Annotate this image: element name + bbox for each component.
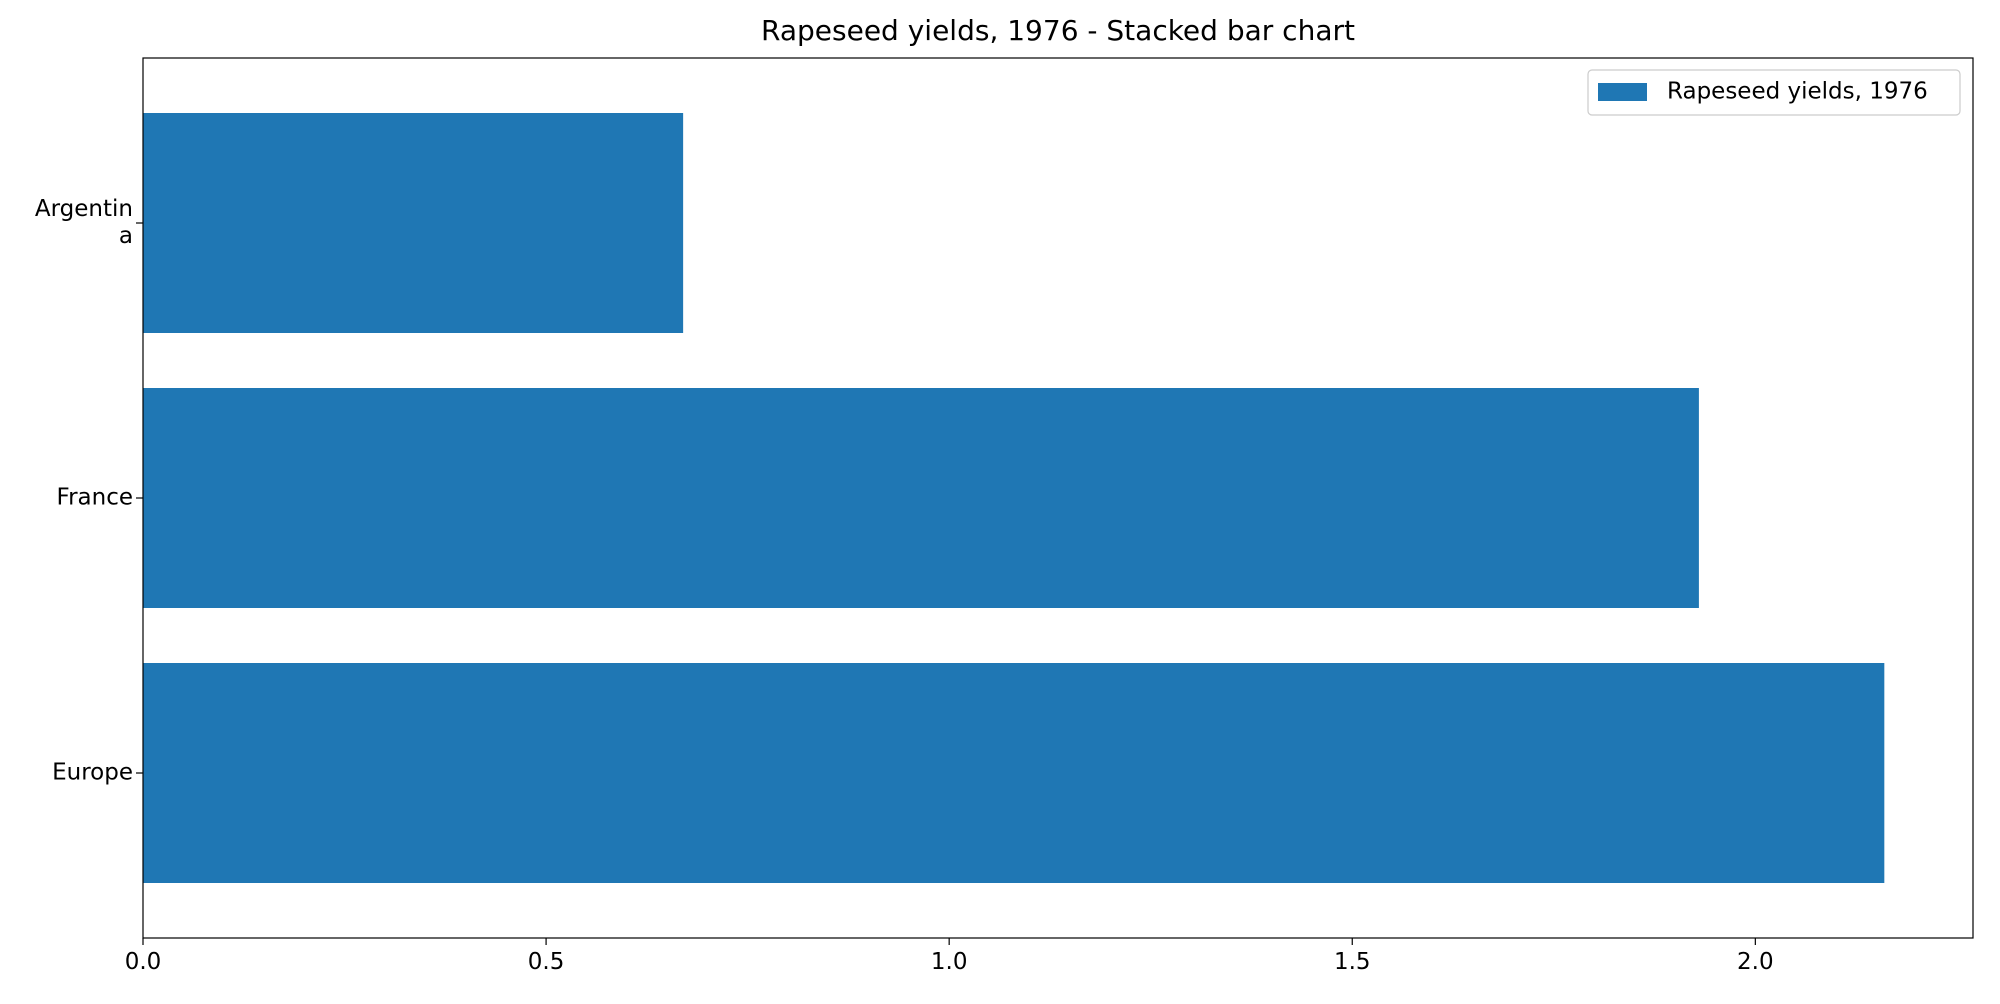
bar — [143, 113, 684, 333]
y-tick-label: a — [119, 223, 133, 249]
bars-layer — [143, 113, 1885, 883]
y-tick-label: Europe — [52, 760, 133, 786]
chart-title: Rapeseed yields, 1976 - Stacked bar char… — [761, 14, 1355, 47]
x-tick-label: 1.0 — [931, 949, 968, 975]
x-tick-label: 0.5 — [528, 949, 565, 975]
y-tick-label: Argentin — [35, 196, 133, 222]
y-tick-label: France — [57, 485, 133, 511]
x-tick-label: 1.5 — [1334, 949, 1371, 975]
x-tick-label: 0.0 — [125, 949, 162, 975]
x-tick-label: 2.0 — [1737, 949, 1774, 975]
legend-swatch — [1598, 83, 1647, 101]
bar — [143, 663, 1885, 883]
bar — [143, 388, 1699, 608]
legend-box — [1587, 69, 1961, 116]
legend-label: Rapeseed yields, 1976 — [1667, 79, 1928, 105]
plot-frame — [142, 57, 1974, 939]
legend: Rapeseed yields, 1976 — [1587, 69, 1961, 116]
